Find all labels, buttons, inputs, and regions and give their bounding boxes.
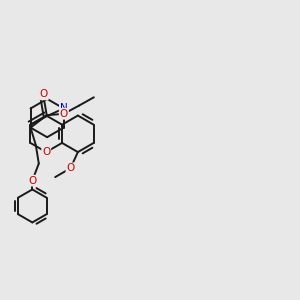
Text: O: O xyxy=(42,147,50,157)
Text: O: O xyxy=(28,176,36,186)
Text: O: O xyxy=(60,109,68,119)
Text: N: N xyxy=(60,103,68,113)
Text: O: O xyxy=(40,89,48,99)
Text: O: O xyxy=(66,163,75,173)
